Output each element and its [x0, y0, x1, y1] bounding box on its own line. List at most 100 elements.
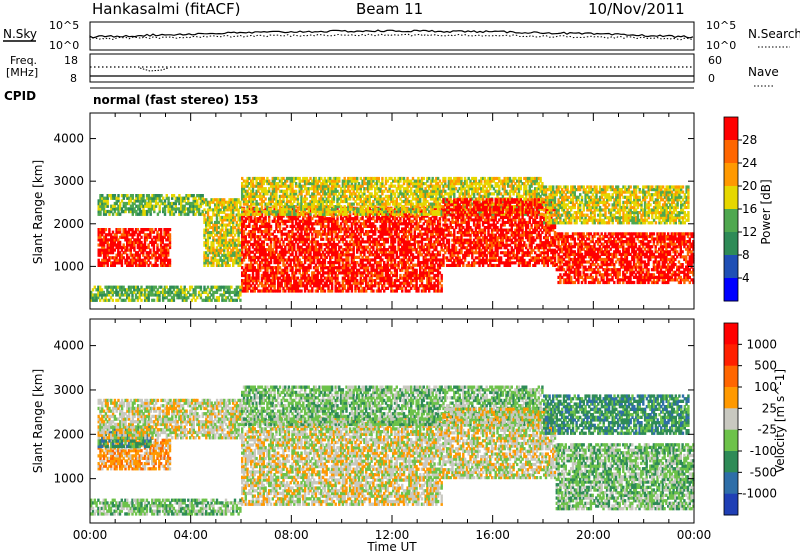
- data-cell: [119, 207, 122, 211]
- data-cell: [309, 281, 312, 285]
- data-cell: [393, 248, 397, 252]
- data-cell: [145, 209, 149, 214]
- data-cell: [233, 258, 237, 262]
- data-cell: [278, 207, 282, 211]
- data-cell: [163, 199, 167, 203]
- data-cell: [181, 207, 185, 211]
- data-cell: [329, 219, 332, 223]
- data-cell: [388, 232, 391, 236]
- data-cell: [422, 245, 425, 249]
- data-cell: [215, 228, 219, 232]
- data-cell: [264, 205, 267, 209]
- data-cell: [280, 248, 283, 252]
- data-cell: [350, 258, 354, 262]
- data-cell: [383, 222, 386, 226]
- data-cell: [415, 240, 418, 244]
- data-cell: [185, 196, 188, 200]
- data-cell: [321, 273, 325, 278]
- data-cell: [365, 232, 368, 236]
- data-cell: [253, 214, 256, 218]
- data-cell: [115, 230, 118, 234]
- data-cell: [165, 253, 168, 257]
- data-cell: [345, 214, 348, 218]
- data-cell: [266, 224, 269, 228]
- data-cell: [255, 222, 258, 226]
- data-cell: [161, 238, 164, 242]
- data-cell: [392, 242, 395, 247]
- data-cell: [241, 214, 244, 218]
- data-cell: [431, 232, 434, 236]
- data-cell: [232, 231, 235, 235]
- data-cell: [255, 189, 258, 193]
- data-cell: [291, 182, 294, 186]
- data-cell: [294, 214, 298, 218]
- data-cell: [298, 227, 301, 231]
- data-cell: [159, 263, 163, 267]
- data-cell: [339, 217, 343, 221]
- data-cell: [291, 289, 294, 293]
- data-cell: [161, 261, 164, 265]
- data-cell: [298, 268, 301, 272]
- data-cell: [215, 215, 219, 219]
- data-cell: [384, 217, 388, 221]
- data-cell: [426, 232, 429, 236]
- data-cell: [239, 213, 242, 217]
- data-cell: [178, 199, 181, 203]
- data-cell: [187, 207, 190, 211]
- data-cell: [237, 213, 240, 217]
- data-cell: [232, 261, 235, 265]
- data-cell: [246, 217, 249, 221]
- nsky-tick-top: 10^5: [49, 19, 79, 32]
- data-cell: [300, 179, 303, 183]
- data-cell: [159, 243, 163, 247]
- data-cell: [285, 187, 289, 191]
- data-cell: [296, 202, 300, 206]
- data-cell: [154, 240, 157, 244]
- data-cell: [163, 233, 166, 237]
- data-cell: [289, 248, 292, 252]
- data-cell: [336, 214, 339, 218]
- data-cell: [334, 248, 337, 252]
- data-cell: [413, 240, 416, 244]
- data-cell: [217, 200, 220, 204]
- data-cell: [372, 214, 375, 218]
- data-cell: [212, 243, 215, 247]
- data-cell: [316, 232, 319, 236]
- data-cell: [241, 240, 244, 244]
- data-cell: [228, 220, 231, 224]
- data-cell: [440, 248, 443, 252]
- data-cell: [390, 271, 393, 275]
- data-cell: [151, 228, 154, 232]
- data-cell: [370, 235, 373, 239]
- data-cell: [305, 205, 309, 209]
- data-cell: [374, 258, 377, 262]
- data-cell: [357, 237, 361, 241]
- data-cell: [296, 176, 300, 181]
- data-cell: [291, 197, 294, 201]
- data-cell: [321, 214, 325, 218]
- data-cell: [395, 276, 398, 280]
- data-cell: [282, 214, 285, 218]
- data-cell: [343, 271, 346, 275]
- data-cell: [154, 228, 157, 232]
- data-cell: [101, 230, 104, 234]
- data-cell: [143, 256, 147, 260]
- data-cell: [370, 268, 373, 272]
- data-cell: [303, 284, 307, 288]
- data-cell: [102, 201, 106, 206]
- data-cell: [411, 253, 415, 257]
- data-cell: [433, 253, 436, 257]
- data-cell: [332, 230, 336, 234]
- data-cell: [386, 279, 389, 283]
- data-cell: [266, 281, 269, 285]
- data-cell: [232, 218, 235, 222]
- data-cell: [339, 266, 343, 270]
- data-cell: [117, 240, 120, 244]
- data-cell: [244, 194, 247, 198]
- data-cell: [390, 263, 393, 267]
- data-cell: [230, 203, 233, 207]
- data-cell: [343, 248, 346, 252]
- data-cell: [253, 286, 256, 290]
- data-cell: [255, 227, 258, 231]
- data-cell: [242, 187, 246, 191]
